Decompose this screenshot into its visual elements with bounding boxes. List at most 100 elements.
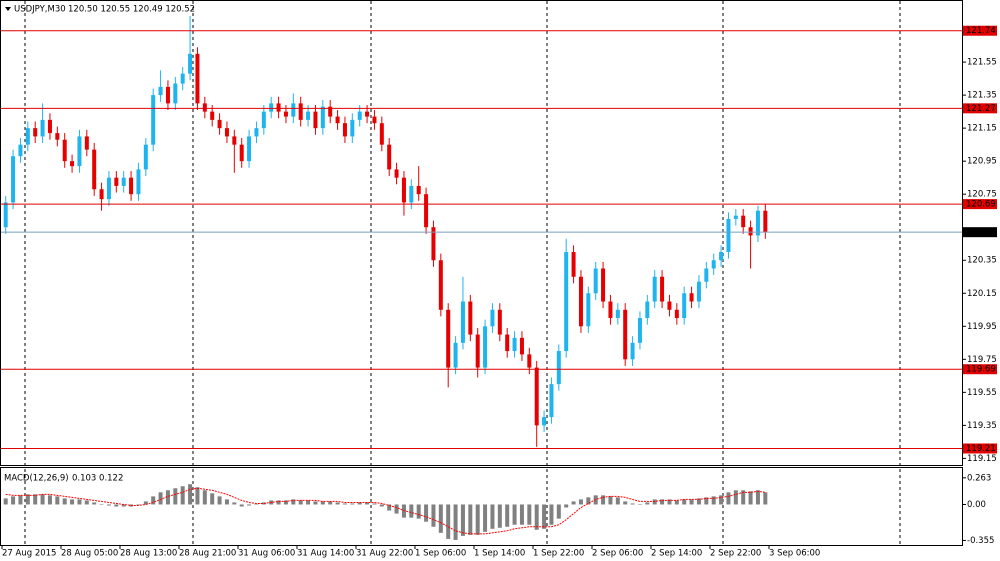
macd-bar: [490, 504, 495, 529]
macd-bar: [247, 504, 252, 506]
candle-body: [416, 185, 421, 195]
candle-body: [70, 161, 75, 167]
y-tick-label: 120.35: [967, 256, 997, 266]
macd-bar: [121, 504, 126, 507]
macd-bar: [556, 504, 561, 519]
candle-body: [173, 83, 178, 104]
level-label: 121.27: [966, 104, 996, 114]
macd-bar: [667, 499, 672, 505]
candle-body: [247, 136, 252, 162]
x-tick-label: 1 Sep 06:00: [415, 549, 466, 559]
candle-body: [129, 177, 134, 195]
macd-bar: [608, 496, 613, 505]
macd-bar: [70, 499, 75, 505]
x-tick-label: 28 Aug 21:00: [179, 549, 236, 559]
y-tick-label: 0.263: [967, 473, 991, 483]
level-label-box: [963, 364, 997, 375]
macd-bar: [475, 504, 480, 535]
x-tick-label: 2 Sep 22:00: [710, 549, 761, 559]
candle-body: [431, 227, 436, 261]
candle-body: [512, 337, 517, 352]
macd-bar: [719, 495, 724, 505]
macd-bar: [92, 502, 97, 505]
macd-bar: [549, 504, 554, 525]
macd-bar: [55, 496, 60, 505]
quote: 120.50 120.55 120.49 120.52: [68, 5, 195, 15]
candle-body: [55, 133, 60, 140]
macd-bar: [741, 490, 746, 505]
macd-bar: [615, 497, 620, 505]
candle-body: [62, 139, 67, 162]
candle-body: [741, 215, 746, 228]
macd-bar: [527, 504, 532, 525]
macd-bar: [99, 504, 104, 505]
candle-body: [283, 111, 288, 117]
macd-bar: [114, 504, 119, 507]
x-tick-label: 27 Aug 2015: [2, 549, 56, 559]
candle-body: [652, 276, 657, 302]
candle-body: [210, 111, 215, 120]
candle-body: [320, 106, 325, 129]
candle-body: [755, 210, 760, 236]
macd-bar: [564, 504, 569, 508]
x-tick-label: 28 Aug 05:00: [61, 549, 118, 559]
candle-body: [328, 106, 333, 117]
candle-body: [682, 293, 687, 319]
candle-body: [47, 119, 52, 134]
candle-body: [394, 169, 399, 178]
macd-bar: [387, 504, 392, 511]
x-tick-label: 2 Sep 14:00: [651, 549, 702, 559]
candle-body: [25, 128, 30, 145]
macd-bar: [468, 504, 473, 535]
candle-body: [224, 128, 229, 137]
macd-bar: [689, 499, 694, 505]
candle-body: [542, 417, 547, 426]
x-tick-label: 2 Sep 06:00: [592, 549, 643, 559]
candle-body: [114, 177, 119, 186]
main-frame: [0, 0, 963, 466]
macd-bar: [512, 504, 517, 525]
candle-body: [106, 177, 111, 200]
macd-bar: [335, 502, 340, 505]
macd-bar: [254, 504, 259, 505]
macd-bar: [18, 495, 23, 505]
macd-bar: [460, 504, 465, 536]
macd-bar: [239, 504, 244, 507]
candle-body: [151, 95, 156, 145]
macd-bar: [232, 502, 237, 505]
macd-bar: [173, 488, 178, 505]
candle-body: [527, 354, 532, 368]
macd-bar: [291, 499, 296, 505]
macd-bar: [40, 494, 45, 505]
candle-body: [630, 342, 635, 360]
y-tick-label: 120.95: [967, 157, 997, 167]
candle-body: [660, 276, 665, 302]
candle-body: [586, 293, 591, 327]
macd-bar: [3, 498, 8, 505]
macd-bar: [438, 504, 443, 533]
candle-body: [180, 73, 185, 84]
candle-body: [556, 351, 561, 385]
macd-bar: [711, 496, 716, 505]
candle-body: [232, 136, 237, 145]
macd-bar: [645, 502, 650, 505]
candle-body: [719, 251, 724, 261]
y-tick-label: 119.15: [967, 454, 997, 464]
macd-bar: [165, 490, 170, 505]
level-label-box: [963, 103, 997, 114]
sub-frame: [0, 467, 963, 546]
candle-body: [121, 177, 126, 186]
separators: [24, 1, 901, 545]
candle-body: [342, 123, 347, 137]
candle-body: [298, 103, 303, 120]
macd-bar: [623, 501, 628, 505]
macd-bar: [365, 502, 370, 505]
x-tick-label: 31 Aug 06:00: [238, 549, 295, 559]
candle-body: [165, 86, 170, 104]
macd-bar: [542, 504, 547, 529]
candle-body: [195, 53, 200, 104]
candle-body: [438, 260, 443, 310]
candle-body: [763, 210, 768, 233]
x-tick-label: 1 Sep 14:00: [474, 549, 525, 559]
candle-body: [424, 194, 429, 228]
